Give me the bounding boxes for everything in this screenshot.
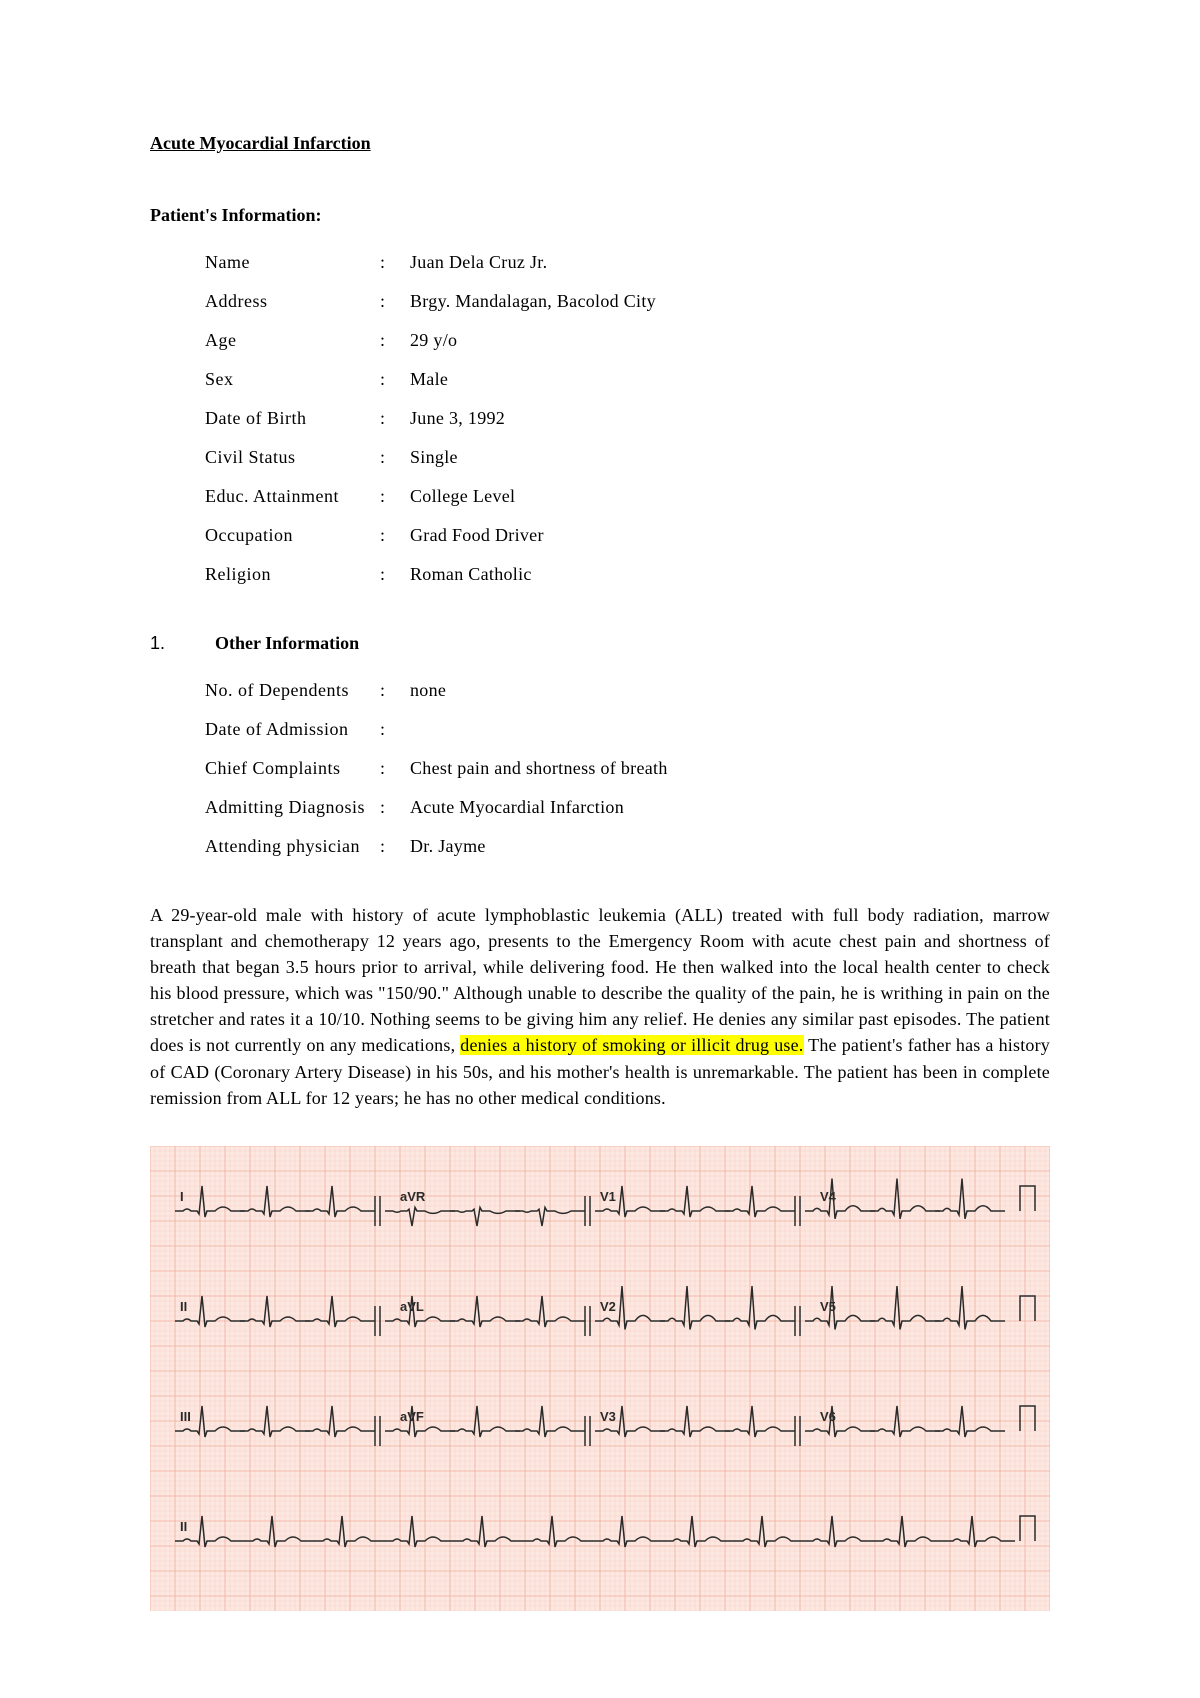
svg-text:V2: V2: [600, 1299, 616, 1314]
info-row: Admitting Diagnosis:Acute Myocardial Inf…: [205, 794, 1050, 821]
info-label: Name: [205, 249, 380, 276]
other-info-section-header: 1. Other Information: [150, 630, 1050, 657]
info-colon: :: [380, 288, 410, 315]
info-row: Religion:Roman Catholic: [205, 561, 1050, 588]
patient-info-header: Patient's Information:: [150, 202, 1050, 229]
narrative-paragraph: A 29-year-old male with history of acute…: [150, 902, 1050, 1111]
info-row: Civil Status:Single: [205, 444, 1050, 471]
info-row: Date of Birth:June 3, 1992: [205, 405, 1050, 432]
info-value: Single: [410, 444, 1050, 471]
section-number: 1.: [150, 630, 215, 657]
info-value: Roman Catholic: [410, 561, 1050, 588]
info-label: Religion: [205, 561, 380, 588]
patient-info-table: Name:Juan Dela Cruz Jr.Address:Brgy. Man…: [205, 249, 1050, 588]
info-value: Grad Food Driver: [410, 522, 1050, 549]
svg-text:II: II: [180, 1519, 187, 1534]
info-row: Age:29 y/o: [205, 327, 1050, 354]
info-label: Occupation: [205, 522, 380, 549]
info-colon: :: [380, 522, 410, 549]
info-row: Date of Admission:: [205, 716, 1050, 743]
info-label: No. of Dependents: [205, 677, 380, 704]
info-colon: :: [380, 444, 410, 471]
svg-text:aVR: aVR: [400, 1189, 426, 1204]
info-row: Name:Juan Dela Cruz Jr.: [205, 249, 1050, 276]
svg-text:aVF: aVF: [400, 1409, 424, 1424]
info-label: Date of Admission: [205, 716, 380, 743]
info-label: Sex: [205, 366, 380, 393]
info-value: Chest pain and shortness of breath: [410, 755, 1050, 782]
svg-text:V1: V1: [600, 1189, 616, 1204]
info-label: Admitting Diagnosis: [205, 794, 380, 821]
info-label: Date of Birth: [205, 405, 380, 432]
other-info-table: No. of Dependents:noneDate of Admission:…: [205, 677, 1050, 860]
info-colon: :: [380, 561, 410, 588]
svg-text:V6: V6: [820, 1409, 836, 1424]
info-row: No. of Dependents:none: [205, 677, 1050, 704]
info-value: Dr. Jayme: [410, 833, 1050, 860]
info-label: Educ. Attainment: [205, 483, 380, 510]
svg-text:III: III: [180, 1409, 191, 1424]
info-label: Civil Status: [205, 444, 380, 471]
svg-text:I: I: [180, 1189, 184, 1204]
svg-text:aVL: aVL: [400, 1299, 424, 1314]
info-value: Brgy. Mandalagan, Bacolod City: [410, 288, 1050, 315]
svg-text:V4: V4: [820, 1189, 837, 1204]
info-colon: :: [380, 327, 410, 354]
info-colon: :: [380, 249, 410, 276]
narrative-highlight: denies a history of smoking or illicit d…: [460, 1035, 803, 1055]
info-row: Occupation:Grad Food Driver: [205, 522, 1050, 549]
info-colon: :: [380, 716, 410, 743]
info-colon: :: [380, 833, 410, 860]
ecg-chart: IaVR V1 V4 II aVL V2 V5 III aVF V3 V6 II: [150, 1146, 1050, 1611]
svg-text:V3: V3: [600, 1409, 616, 1424]
info-value: Acute Myocardial Infarction: [410, 794, 1050, 821]
other-info-header: Other Information: [215, 630, 359, 657]
info-value: Male: [410, 366, 1050, 393]
narrative-part1: A 29-year-old male with history of acute…: [150, 905, 1050, 1055]
info-value: June 3, 1992: [410, 405, 1050, 432]
document-title: Acute Myocardial Infarction: [150, 130, 1050, 157]
info-colon: :: [380, 405, 410, 432]
info-colon: :: [380, 483, 410, 510]
info-row: Sex:Male: [205, 366, 1050, 393]
info-row: Educ. Attainment:College Level: [205, 483, 1050, 510]
info-label: Attending physician: [205, 833, 380, 860]
info-row: Attending physician:Dr. Jayme: [205, 833, 1050, 860]
svg-text:II: II: [180, 1299, 187, 1314]
info-value: Juan Dela Cruz Jr.: [410, 249, 1050, 276]
info-colon: :: [380, 755, 410, 782]
info-row: Address:Brgy. Mandalagan, Bacolod City: [205, 288, 1050, 315]
info-colon: :: [380, 677, 410, 704]
svg-text:V5: V5: [820, 1299, 836, 1314]
info-row: Chief Complaints:Chest pain and shortnes…: [205, 755, 1050, 782]
info-value: College Level: [410, 483, 1050, 510]
info-value: none: [410, 677, 1050, 704]
info-label: Address: [205, 288, 380, 315]
info-value: 29 y/o: [410, 327, 1050, 354]
info-label: Age: [205, 327, 380, 354]
info-label: Chief Complaints: [205, 755, 380, 782]
info-colon: :: [380, 794, 410, 821]
info-colon: :: [380, 366, 410, 393]
